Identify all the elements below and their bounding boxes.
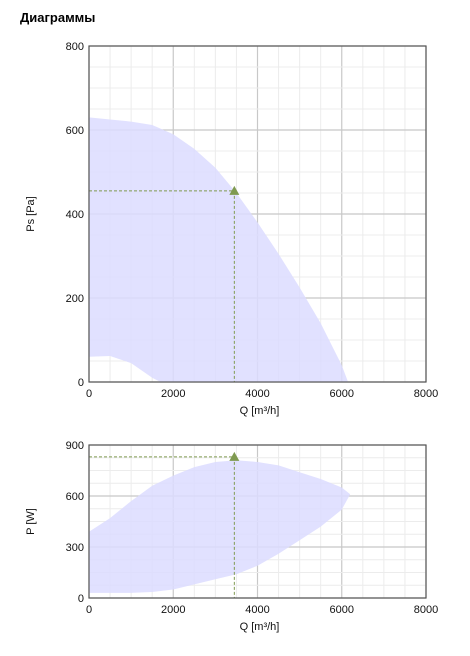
operating-point-marker bbox=[229, 185, 240, 195]
y-tick-label: 0 bbox=[78, 377, 84, 389]
x-tick-label: 4000 bbox=[245, 388, 269, 400]
operating-range-area bbox=[89, 460, 351, 593]
x-tick-label: 0 bbox=[86, 604, 92, 616]
y-tick-label: 400 bbox=[66, 209, 84, 221]
x-tick-label: 2000 bbox=[161, 604, 185, 616]
y-tick-label: 0 bbox=[78, 593, 84, 605]
y-tick-label: 600 bbox=[66, 125, 84, 137]
y-tick-label: 800 bbox=[66, 41, 84, 53]
chart-2: 0 2000 4000 6000 8000 0 300 600 900 Q [m³/h] P [W] bbox=[25, 440, 438, 633]
x-tick-label: 0 bbox=[86, 388, 92, 400]
operating-range-area bbox=[89, 117, 349, 383]
x-tick-label: 2000 bbox=[161, 388, 185, 400]
y-axis-title: Ps [Pa] bbox=[25, 196, 37, 231]
plot-frame bbox=[88, 45, 427, 383]
page-title: Диаграммы bbox=[20, 10, 96, 25]
y-tick-label: 300 bbox=[66, 542, 84, 554]
x-tick-label: 8000 bbox=[414, 388, 438, 400]
x-axis-title: Q [m³/h] bbox=[240, 621, 280, 633]
chart-1: 0 2000 4000 6000 8000 0 200 400 600 800 Q [m³/h] Ps… bbox=[25, 41, 438, 417]
plot-frame bbox=[88, 444, 427, 599]
x-tick-label: 6000 bbox=[330, 388, 354, 400]
y-tick-label: 900 bbox=[66, 440, 84, 452]
x-tick-label: 8000 bbox=[414, 604, 438, 616]
y-tick-label: 600 bbox=[66, 491, 84, 503]
y-tick-label: 200 bbox=[66, 293, 84, 305]
x-tick-label: 4000 bbox=[245, 604, 269, 616]
operating-point-marker bbox=[229, 451, 240, 461]
x-tick-label: 6000 bbox=[330, 604, 354, 616]
y-axis-title: P [W] bbox=[25, 508, 37, 535]
x-axis-title: Q [m³/h] bbox=[240, 405, 280, 417]
